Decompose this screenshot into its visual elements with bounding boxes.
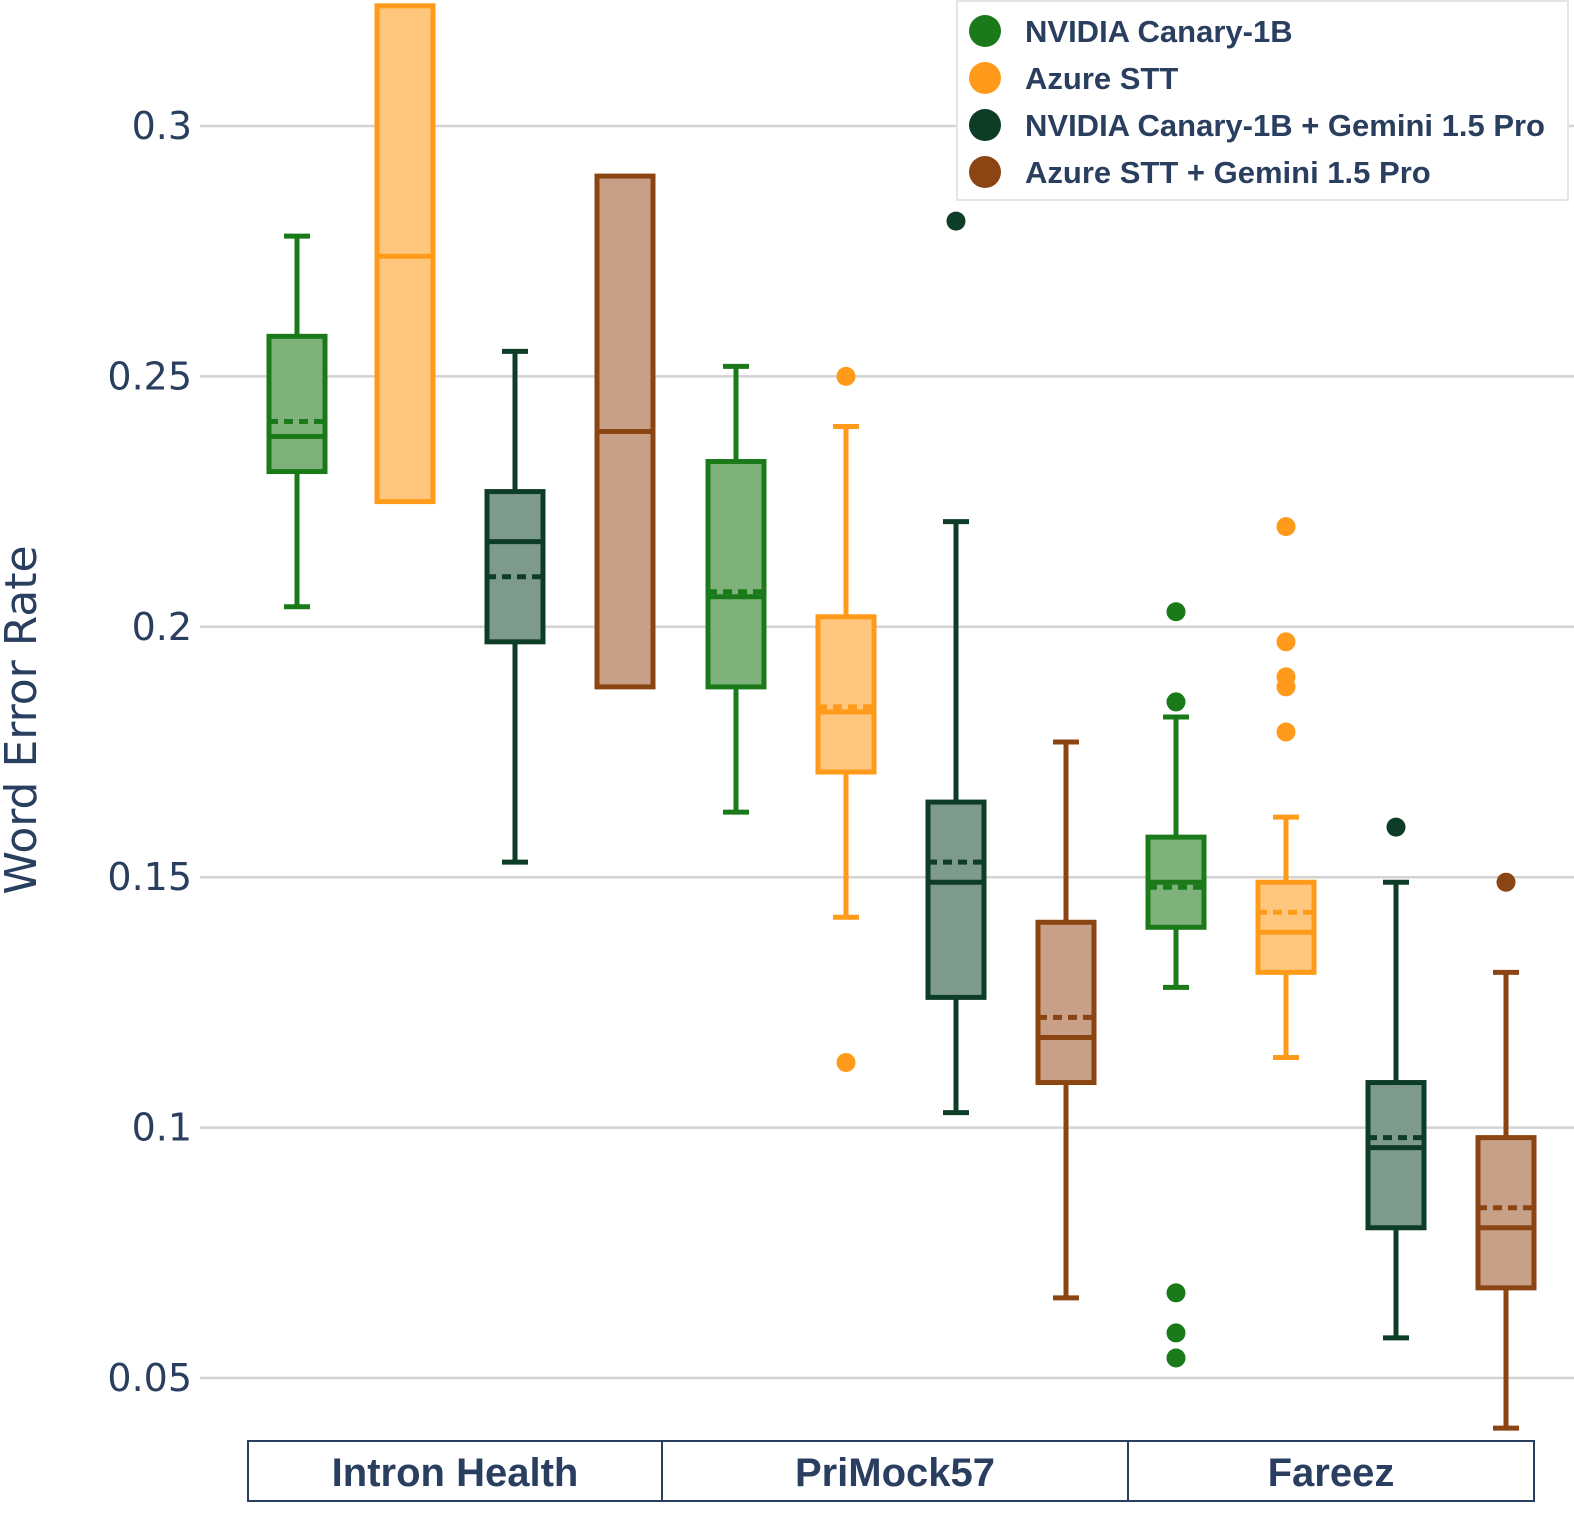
outlier-point (1496, 872, 1516, 892)
outlier-point (1276, 677, 1296, 697)
box-nvidia-canary-1b-gemini-1-5-pro-primock57 (925, 211, 987, 1116)
outlier-point (946, 211, 966, 231)
outlier-point (1166, 1283, 1186, 1303)
iqr-box (374, 3, 436, 505)
outlier-point (1276, 632, 1296, 652)
category-axis: Intron Health PriMock57 Fareez (247, 1440, 1535, 1502)
outlier-point (1166, 692, 1186, 712)
outlier-point (1166, 1348, 1186, 1368)
y-tick-label: 0.2 (132, 605, 192, 649)
box-nvidia-canary-1b-gemini-1-5-pro-intron-health (484, 348, 546, 865)
legend[interactable]: NVIDIA Canary-1B Azure STT NVIDIA Canary-1… (956, 0, 1569, 201)
box-azure-stt-gemini-1-5-pro-primock57 (1035, 739, 1097, 1301)
box-azure-stt-gemini-1-5-pro-fareez (1475, 872, 1537, 1431)
iqr-box (1475, 1135, 1537, 1291)
iqr-box (1365, 1080, 1427, 1231)
legend-label: Azure STT + Gemini 1.5 Pro (1025, 155, 1431, 190)
legend-marker (969, 156, 1001, 188)
category-label-box (1127, 1440, 1535, 1502)
legend-label: NVIDIA Canary-1B (1025, 14, 1293, 49)
legend-item[interactable]: Azure STT + Gemini 1.5 Pro (969, 155, 1431, 190)
category-label: Intron Health (332, 1451, 579, 1495)
outlier-point (1386, 817, 1406, 837)
legend-label: Azure STT (1025, 61, 1178, 96)
legend-marker (969, 15, 1001, 47)
box-nvidia-canary-1b-fareez (1145, 602, 1207, 1368)
box-series (266, 3, 1537, 1431)
category-label: PriMock57 (795, 1451, 995, 1495)
iqr-box (266, 333, 328, 475)
y-tick-label: 0.1 (132, 1106, 192, 1150)
y-tick-label: 0.3 (132, 104, 192, 148)
legend-marker (969, 62, 1001, 94)
outlier-point (1166, 1323, 1186, 1343)
box-nvidia-canary-1b-gemini-1-5-pro-fareez (1365, 817, 1427, 1341)
iqr-box (815, 614, 877, 775)
outlier-point (1166, 602, 1186, 622)
box-azure-stt-primock57 (815, 366, 877, 1072)
legend-item[interactable]: NVIDIA Canary-1B + Gemini 1.5 Pro (969, 108, 1545, 143)
legend-label: NVIDIA Canary-1B + Gemini 1.5 Pro (1025, 108, 1545, 143)
y-axis-ticks: 0.05 0.1 0.15 0.2 0.25 0.3 (107, 104, 192, 1400)
box-azure-stt-intron-health (374, 3, 436, 505)
legend-item[interactable]: Azure STT (969, 61, 1178, 96)
outlier-point (836, 366, 856, 386)
iqr-box (925, 799, 987, 1000)
iqr-box (484, 489, 546, 645)
category-label: Fareez (1268, 1451, 1395, 1495)
box-azure-stt-gemini-1-5-pro-intron-health (594, 173, 656, 690)
y-tick-label: 0.25 (107, 354, 192, 398)
category-label-box (247, 1440, 663, 1502)
iqr-box (1255, 879, 1317, 975)
outlier-point (1276, 517, 1296, 537)
legend-frame (956, 0, 1569, 201)
outlier-point (1276, 722, 1296, 742)
iqr-box (1035, 919, 1097, 1086)
box-nvidia-canary-1b-primock57 (705, 363, 767, 815)
category-label-box (661, 1440, 1129, 1502)
y-axis-title: Word Error Rate (0, 545, 47, 894)
legend-marker (969, 109, 1001, 141)
outlier-point (836, 1052, 856, 1072)
legend-item[interactable]: NVIDIA Canary-1B (969, 14, 1293, 49)
box-azure-stt-fareez (1255, 517, 1317, 1060)
y-tick-label: 0.15 (107, 855, 192, 899)
box-nvidia-canary-1b-intron-health (266, 233, 328, 610)
y-tick-label: 0.05 (107, 1356, 192, 1400)
iqr-box (705, 459, 767, 690)
